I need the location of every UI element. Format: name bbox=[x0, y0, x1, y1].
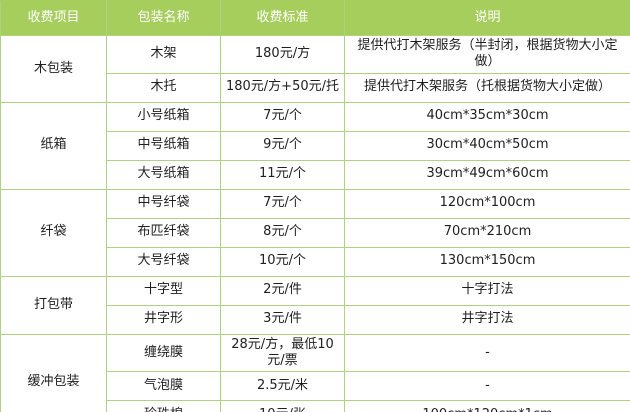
table-row: 大号纸箱 11元/个 39cm*49cm*60cm bbox=[1, 159, 630, 190]
fee-item-cell: 打包带 bbox=[0, 275, 107, 335]
note-cell: 130cm*150cm bbox=[344, 246, 630, 277]
package-name-cell: 布匹纤袋 bbox=[106, 217, 221, 248]
price-cell: 11元/个 bbox=[220, 159, 345, 190]
note-cell: - bbox=[344, 371, 630, 401]
header-row: 收费项目 包装名称 收费标准 说明 bbox=[0, 0, 630, 36]
note-cell: 提供代打木架服务（半封闭，根据货物大小定做） bbox=[344, 35, 630, 74]
table-row: 纤袋 中号纤袋 7元/个 120cm*100cm bbox=[0, 188, 630, 277]
price-cell: 10元/张 bbox=[220, 400, 345, 412]
price-cell: 3元/件 bbox=[220, 304, 345, 335]
table-row: 纸箱 小号纸箱 7元/个 40cm*35cm*30cm bbox=[0, 101, 630, 190]
package-name-cell: 十字型 bbox=[106, 275, 221, 306]
price-cell: 180元/方 bbox=[220, 35, 345, 74]
note-cell: 100cm*120cm*1cm bbox=[344, 400, 630, 412]
package-name-cell: 井字形 bbox=[106, 304, 221, 335]
note-cell: 井字打法 bbox=[344, 304, 630, 335]
table-row: 气泡膜 2.5元/米 - bbox=[1, 371, 630, 401]
note-cell: 40cm*35cm*30cm bbox=[344, 101, 630, 132]
note-cell: 30cm*40cm*50cm bbox=[344, 130, 630, 161]
price-cell: 9元/个 bbox=[220, 130, 345, 161]
fee-item-cell: 纸箱 bbox=[0, 101, 107, 190]
price-cell: 180元/方+50元/托 bbox=[220, 72, 345, 103]
package-name-cell: 木托 bbox=[106, 72, 221, 103]
price-cell: 7元/个 bbox=[220, 188, 345, 219]
fee-item-cell: 木包装 bbox=[0, 35, 107, 103]
note-cell: 120cm*100cm bbox=[344, 188, 630, 219]
table-row: 中号纸箱 9元/个 30cm*40cm*50cm bbox=[1, 130, 630, 161]
price-cell: 2元/件 bbox=[220, 275, 345, 306]
table-row: 木托 180元/方+50元/托 提供代打木架服务（托根据货物大小定做） bbox=[1, 72, 630, 103]
package-name-cell: 木架 bbox=[106, 35, 221, 74]
table-row: 珍珠棉 10元/张 100cm*120cm*1cm bbox=[1, 400, 630, 412]
price-cell: 10元/个 bbox=[220, 246, 345, 277]
table-row: 大号纤袋 10元/个 130cm*150cm bbox=[1, 246, 630, 277]
package-name-cell: 珍珠棉 bbox=[106, 400, 221, 412]
header-package-name: 包装名称 bbox=[106, 0, 221, 36]
note-cell: - bbox=[344, 333, 630, 372]
table-row: 木包装 木架 180元/方 提供代打木架服务（半封闭，根据货物大小定做） bbox=[0, 35, 630, 103]
package-name-cell: 小号纸箱 bbox=[106, 101, 221, 132]
header-description: 说明 bbox=[344, 0, 630, 36]
header-fee-standard: 收费标准 bbox=[220, 0, 345, 36]
price-cell: 28元/方，最低10元/票 bbox=[220, 333, 345, 372]
package-name-cell: 大号纸箱 bbox=[106, 159, 221, 190]
fee-item-cell: 缓冲包装 bbox=[0, 333, 107, 412]
note-cell: 39cm*49cm*60cm bbox=[344, 159, 630, 190]
fee-item-cell: 纤袋 bbox=[0, 188, 107, 277]
note-cell: 提供代打木架服务（托根据货物大小定做） bbox=[344, 72, 630, 103]
package-name-cell: 缠绕膜 bbox=[106, 333, 221, 372]
note-cell: 70cm*210cm bbox=[344, 217, 630, 248]
price-cell: 2.5元/米 bbox=[220, 371, 345, 401]
header-fee-item: 收费项目 bbox=[0, 0, 107, 36]
price-cell: 8元/个 bbox=[220, 217, 345, 248]
package-name-cell: 中号纤袋 bbox=[106, 188, 221, 219]
package-name-cell: 中号纸箱 bbox=[106, 130, 221, 161]
price-cell: 7元/个 bbox=[220, 101, 345, 132]
table-row: 井字形 3元/件 井字打法 bbox=[1, 304, 630, 335]
table-row: 布匹纤袋 8元/个 70cm*210cm bbox=[1, 217, 630, 248]
note-cell: 十字打法 bbox=[344, 275, 630, 306]
table-row: 缓冲包装 缠绕膜 28元/方，最低10元/票 - bbox=[0, 333, 630, 412]
package-name-cell: 气泡膜 bbox=[106, 371, 221, 401]
package-name-cell: 大号纤袋 bbox=[106, 246, 221, 277]
table-row: 打包带 十字型 2元/件 十字打法 bbox=[0, 275, 630, 335]
